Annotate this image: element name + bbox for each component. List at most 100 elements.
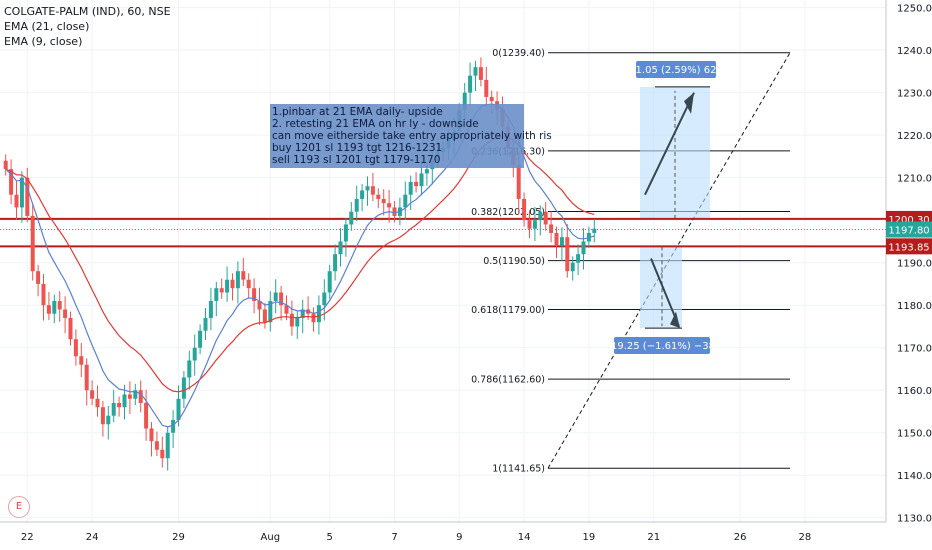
time-tick-label: 22: [21, 532, 34, 543]
price-tick-label: 1160.00: [897, 386, 932, 397]
candle-body: [14, 194, 19, 208]
candle-body: [52, 300, 57, 314]
candle-body: [176, 398, 181, 420]
candle-body: [462, 92, 467, 110]
price-tick-label: 1130.00: [897, 514, 932, 525]
earnings-badge[interactable]: E: [8, 496, 30, 518]
candle-body: [63, 309, 68, 318]
candle-body: [171, 419, 176, 433]
candle-body: [527, 220, 532, 229]
time-tick-label: 14: [518, 532, 531, 543]
candle-body: [333, 254, 338, 272]
price-tick-label: 1220.00: [897, 131, 932, 142]
candle-body: [90, 390, 95, 399]
candle-body: [235, 271, 240, 289]
time-tick-label: 26: [734, 532, 747, 543]
candle-body: [117, 402, 122, 408]
candle-body: [187, 360, 192, 378]
candle-body: [268, 300, 273, 323]
candle-body: [581, 241, 586, 255]
candle-body: [30, 215, 35, 272]
candle-body: [370, 186, 375, 195]
candle-body: [565, 237, 570, 272]
candle-body: [549, 224, 554, 233]
ema21-legend[interactable]: EMA (21, close): [4, 20, 90, 33]
candle-body: [360, 190, 365, 199]
lower-price-badge-bg: [886, 238, 932, 255]
candle-body: [289, 313, 294, 327]
candle-body: [3, 160, 8, 170]
candle-body: [225, 279, 230, 293]
note-line: 1.pinbar at 21 EMA daily- upside: [272, 106, 443, 118]
buy-arrow-head: [684, 92, 694, 114]
price-tick-label: 1210.00: [897, 174, 932, 185]
price-axis-bg: [886, 0, 932, 550]
price-tick-label: 1170.00: [897, 344, 932, 355]
candle-body: [489, 96, 494, 102]
candle-body: [532, 220, 537, 229]
time-tick-label: 9: [456, 532, 462, 543]
candle-body: [19, 177, 24, 208]
time-tick-label: 7: [391, 532, 397, 543]
candle-body: [138, 390, 143, 403]
fib-level-label: 1(1141.65): [492, 464, 545, 475]
candle-body: [246, 279, 251, 289]
candle-body: [46, 305, 51, 314]
price-tick-label: 1180.00: [897, 301, 932, 312]
candle-body: [198, 330, 203, 348]
candle-body: [25, 177, 30, 216]
candle-body: [338, 241, 343, 255]
upper-price-badge: 1200.30: [888, 215, 929, 226]
candle-body: [208, 300, 213, 318]
candle-body: [516, 164, 521, 199]
symbol-title[interactable]: COLGATE-PALM (IND), 60, NSE: [4, 5, 171, 18]
candle-body: [295, 317, 300, 327]
candle-body: [473, 67, 478, 76]
note-box: [270, 104, 524, 168]
candle-body: [419, 173, 424, 187]
candle-body: [144, 402, 149, 429]
candle-body: [354, 198, 359, 212]
candle-body: [273, 292, 278, 301]
candle-body: [149, 428, 154, 442]
fib-level-label: 0.382(1202.05): [471, 207, 545, 218]
candle-body: [322, 292, 327, 306]
candle-body: [160, 449, 165, 459]
ema9-legend[interactable]: EMA (9, close): [4, 35, 83, 48]
candle-body: [327, 271, 332, 293]
candle-body: [387, 203, 392, 208]
candle-body: [300, 309, 305, 318]
candle-body: [316, 305, 321, 323]
candle-body: [381, 198, 386, 204]
candle-body: [57, 300, 62, 310]
note-line: buy 1201 sl 1193 tgt 1216-1231: [272, 142, 442, 154]
price-tick-label: 1140.00: [897, 471, 932, 482]
candle-body: [203, 317, 208, 331]
lower-price-badge: 1193.85: [888, 242, 929, 253]
candle-body: [68, 317, 73, 340]
note-line: sell 1193 sl 1201 tgt 1179-1170: [272, 154, 440, 166]
long-target-label-bg: [636, 61, 716, 78]
current-price-badge-bg: [886, 221, 932, 238]
candle-body: [468, 75, 473, 93]
candle-body: [73, 339, 78, 357]
candle-body: [111, 402, 116, 416]
candle-body: [392, 207, 397, 216]
time-tick-label: 21: [647, 532, 660, 543]
long-target-label: 31.05 (2.59%) 621: [629, 65, 723, 76]
candle-body: [106, 415, 111, 425]
fib-level-label: 0.5(1190.50): [483, 256, 545, 267]
candle-body: [570, 262, 575, 272]
candle-body: [559, 237, 564, 246]
candle-body: [192, 347, 197, 361]
candle-body: [79, 356, 84, 365]
candle-body: [9, 169, 14, 195]
price-tick-label: 1240.00: [897, 46, 932, 57]
candle-body: [376, 194, 381, 199]
candle-body: [95, 398, 100, 408]
candle-body: [100, 407, 105, 425]
candle-body: [241, 271, 246, 280]
candle-body: [127, 394, 132, 399]
